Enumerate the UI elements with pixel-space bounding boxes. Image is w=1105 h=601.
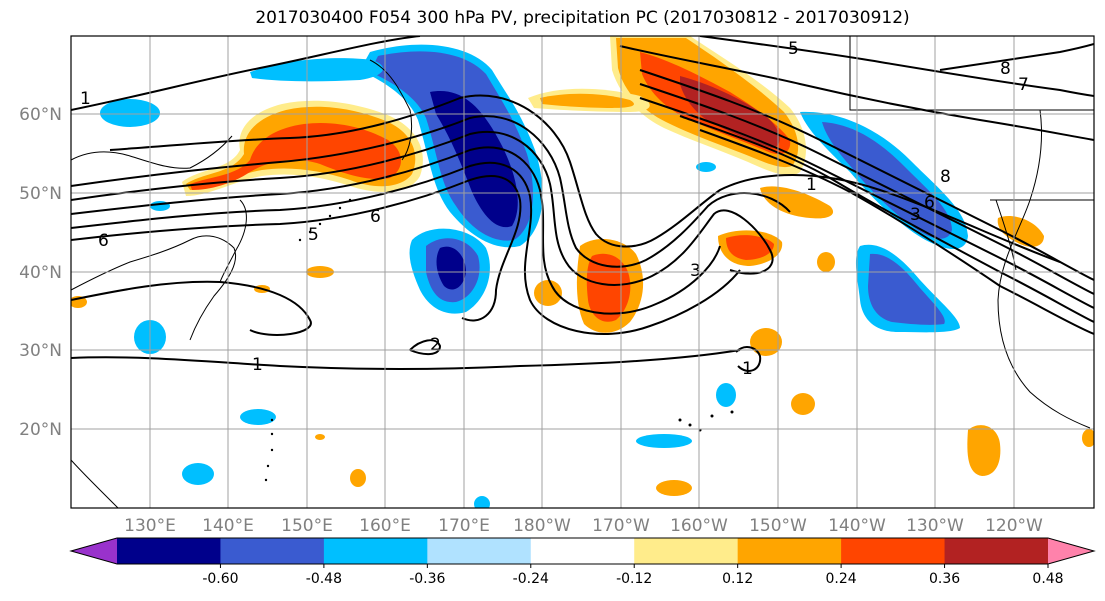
colorbar-segment — [117, 538, 221, 564]
lon-label: 140°W — [828, 516, 886, 536]
lon-label: 150°E — [281, 516, 333, 536]
contour-label: 1 — [806, 175, 817, 195]
lon-label: 120°W — [985, 516, 1043, 536]
contour-label: 3 — [690, 261, 701, 281]
lat-label: 50°N — [19, 184, 62, 204]
contour-label: 5 — [788, 39, 799, 59]
colorbar: -0.60 -0.48 -0.36 -0.24 -0.12 0.12 0.24 0.36 0.4… — [69, 537, 1096, 587]
contour-label: 1 — [252, 355, 263, 375]
lon-label: 140°E — [202, 516, 254, 536]
contour-label: 8 — [1000, 59, 1011, 79]
colorbar-extend-high — [1048, 538, 1094, 564]
contour-label: 7 — [1018, 75, 1029, 95]
colorbar-label: -0.36 — [409, 571, 445, 587]
colorbar-label: 0.24 — [826, 571, 857, 587]
colorbar-segment — [220, 538, 325, 564]
contour-label: 3 — [910, 205, 921, 225]
lat-label: 20°N — [19, 420, 62, 440]
colorbar-label: 0.48 — [1032, 571, 1063, 587]
colorbar-label: -0.24 — [513, 571, 549, 587]
lon-label: 170°E — [438, 516, 490, 536]
lat-label: 40°N — [19, 263, 62, 283]
contour-label: 2 — [430, 335, 441, 355]
lon-label: 160°W — [670, 516, 728, 536]
contour-label: 6 — [370, 207, 381, 227]
contour-label: 5 — [308, 225, 319, 245]
gridlines — [71, 36, 1094, 508]
colorbar-segment — [530, 538, 635, 564]
longitude-labels: 130°E 140°E 150°E 160°E 170°E 180°W 170°… — [124, 516, 1043, 536]
figure-title: 2017030400 F054 300 hPa PV, precipitatio… — [255, 8, 910, 28]
colorbar-segment — [427, 538, 532, 564]
lat-label: 30°N — [19, 341, 62, 361]
coastlines — [71, 36, 1094, 508]
colorbar-label: -0.48 — [306, 571, 342, 587]
colorbar-segment — [944, 538, 1049, 564]
lon-label: 150°W — [749, 516, 807, 536]
colorbar-segment — [737, 538, 842, 564]
colorbar-segment — [841, 538, 946, 564]
contour-label: 8 — [940, 167, 951, 187]
plot-frame — [70, 35, 1095, 509]
lon-label: 180°W — [513, 516, 571, 536]
colorbar-segment — [634, 538, 739, 564]
colorbar-label: -0.60 — [202, 571, 238, 587]
latitude-labels: 60°N 50°N 40°N 30°N 20°N — [19, 105, 62, 440]
lat-label: 60°N — [19, 105, 62, 125]
colorbar-segment — [323, 538, 428, 564]
lon-label: 170°W — [592, 516, 650, 536]
colorbar-label: -0.12 — [616, 571, 652, 587]
lon-label: 130°W — [906, 516, 964, 536]
lon-label: 130°E — [124, 516, 176, 536]
lon-label: 160°E — [359, 516, 411, 536]
contour-label: 6 — [98, 231, 109, 251]
colorbar-label: 0.12 — [722, 571, 753, 587]
colorbar-outline — [69, 537, 1096, 565]
contour-label: 6 — [924, 193, 935, 213]
colorbar-extend-low — [71, 538, 117, 564]
pv-contours — [71, 36, 1094, 372]
contour-label-group: 1 2 3 5 6 6 7 8 5 1 3 6 8 1 1 — [80, 39, 1029, 379]
contour-label: 1 — [80, 89, 91, 109]
contour-label: 1 — [742, 359, 753, 379]
colorbar-label: 0.36 — [929, 571, 960, 587]
